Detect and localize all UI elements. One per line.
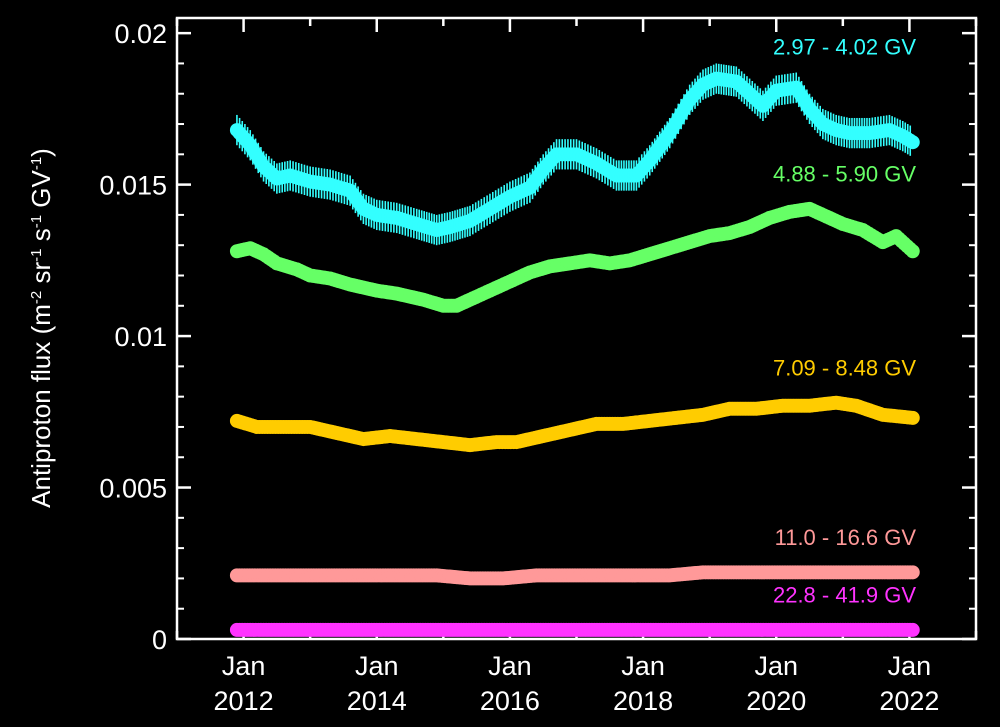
series-layer [229, 63, 920, 637]
y-tick-label: 0.005 [99, 474, 167, 504]
series-label: 11.0 - 16.6 GV [775, 525, 917, 550]
series-label: 4.88 - 5.90 GV [773, 162, 916, 187]
x-tick-label-year: 2012 [214, 686, 274, 716]
y-tick-label: 0.02 [114, 19, 167, 49]
x-tick-label-month: Jan [222, 651, 266, 681]
x-tick-label-month: Jan [355, 651, 399, 681]
series-3 [229, 565, 920, 586]
y-tick-label: 0.01 [114, 322, 167, 352]
series-4 [229, 622, 920, 637]
data-point [905, 410, 920, 425]
x-tick-label-month: Jan [754, 651, 798, 681]
data-point [905, 135, 920, 150]
series-2 [229, 395, 920, 453]
series-label: 7.09 - 8.48 GV [773, 355, 916, 380]
y-tick-label: 0.015 [99, 171, 167, 201]
series-label: 2.97 - 4.02 GV [773, 34, 916, 59]
series-1 [229, 201, 920, 313]
series-label: 22.8 - 41.9 GV [773, 583, 916, 608]
x-tick-label-year: 2018 [613, 686, 673, 716]
x-tick-label-year: 2016 [480, 686, 540, 716]
x-tick-label-year: 2014 [347, 686, 407, 716]
y-axis-label: Antiproton flux (m-2 sr-1 s-1 GV-1) [26, 148, 56, 508]
x-tick-label-month: Jan [621, 651, 665, 681]
data-point [905, 244, 920, 259]
y-axis-ticks: 0 0.005 0.01 0.015 0.02 [99, 19, 976, 655]
data-point [905, 622, 920, 637]
series-labels-layer: 2.97 - 4.02 GV 4.88 - 5.90 GV 7.09 - 8.48 … [773, 34, 916, 607]
x-tick-label-month: Jan [488, 651, 532, 681]
x-tick-label-month: Jan [888, 651, 932, 681]
x-tick-label-year: 2020 [746, 686, 806, 716]
x-axis-ticks: Jan 2012 Jan 2014 Jan 2016 Jan 2018 Jan 2020 Jan 20… [175, 18, 978, 716]
series-0 [229, 63, 920, 246]
y-tick-label: 0 [152, 625, 167, 655]
x-tick-label-year: 2022 [879, 686, 939, 716]
data-point [905, 565, 920, 580]
